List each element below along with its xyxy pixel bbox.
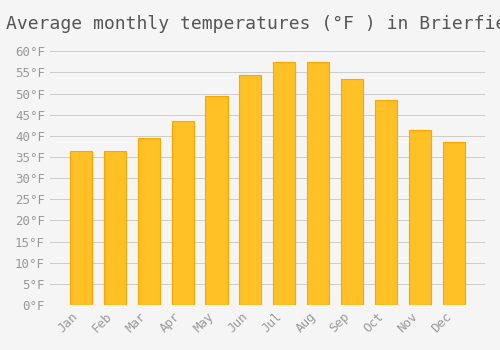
Title: Average monthly temperatures (°F ) in Brierfield: Average monthly temperatures (°F ) in Br… (6, 15, 500, 33)
Bar (409, 130, 432, 305)
Bar (308, 62, 330, 305)
Bar (104, 151, 126, 305)
Bar (172, 121, 194, 305)
Bar (375, 100, 398, 305)
Bar (274, 62, 295, 305)
Bar (138, 138, 160, 305)
Bar (240, 75, 262, 305)
Bar (206, 96, 228, 305)
Bar (70, 151, 92, 305)
Bar (443, 142, 465, 305)
Bar (342, 79, 363, 305)
